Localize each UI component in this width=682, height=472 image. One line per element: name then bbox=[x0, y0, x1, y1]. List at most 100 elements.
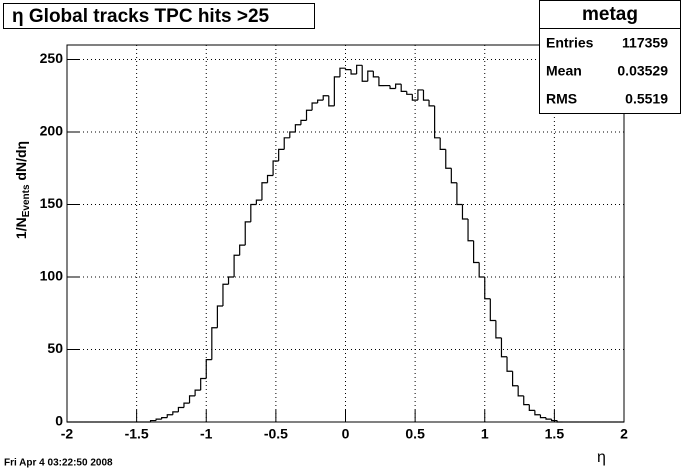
histogram-bin bbox=[506, 356, 513, 372]
histogram-bin bbox=[311, 102, 318, 111]
x-tick-label: 1 bbox=[481, 426, 489, 442]
histogram-bin bbox=[166, 414, 173, 418]
histogram-bin bbox=[216, 305, 223, 328]
histogram-bin bbox=[250, 203, 257, 222]
plot-frame bbox=[66, 44, 625, 423]
histogram-bin bbox=[512, 371, 519, 387]
histogram-bin bbox=[328, 95, 335, 107]
histogram-bin bbox=[439, 137, 446, 150]
histogram-bin bbox=[255, 199, 262, 205]
histogram-bin bbox=[305, 109, 313, 121]
histogram-bin bbox=[339, 67, 346, 77]
histogram-bin bbox=[188, 395, 196, 404]
histogram-bin bbox=[434, 105, 441, 139]
y-label-sub: Events bbox=[21, 184, 32, 217]
histogram-bin bbox=[428, 100, 435, 107]
histogram-bin bbox=[361, 65, 368, 82]
histogram-bin bbox=[495, 320, 502, 339]
histogram-bin bbox=[211, 327, 218, 360]
histogram-bin bbox=[194, 389, 201, 396]
histogram-bin bbox=[450, 168, 457, 184]
histogram-bin bbox=[489, 298, 496, 322]
histogram-bin bbox=[261, 182, 268, 201]
y-tick-label: 100 bbox=[40, 268, 64, 284]
histogram-bin bbox=[289, 131, 296, 138]
footer: Fri Apr 4 03:22:50 2008 bbox=[4, 458, 113, 469]
y-tick-label: 200 bbox=[40, 123, 64, 139]
histogram-bin bbox=[545, 417, 552, 420]
x-tick-label: 2 bbox=[620, 426, 628, 442]
histogram-bin bbox=[294, 124, 301, 132]
histogram-bin bbox=[367, 70, 374, 82]
histogram-bin bbox=[322, 95, 329, 101]
histogram-bin bbox=[266, 174, 274, 183]
histogram-bin bbox=[556, 420, 563, 423]
y-axis-label: 1/NEvents dN/dη bbox=[13, 141, 32, 239]
histogram-bin bbox=[278, 148, 285, 161]
stats-label: RMS bbox=[546, 91, 577, 107]
histogram-bin bbox=[283, 137, 290, 150]
histogram-bin bbox=[244, 221, 251, 246]
histogram-bin bbox=[239, 244, 246, 256]
stats-label: Mean bbox=[546, 63, 582, 79]
histogram-bin bbox=[395, 83, 402, 89]
histogram-bin bbox=[467, 219, 474, 242]
y-label-part: 1/N bbox=[13, 217, 29, 239]
y-tick-label: 250 bbox=[40, 50, 64, 66]
histogram-bin bbox=[500, 337, 508, 358]
x-tick-label: 0.5 bbox=[405, 426, 425, 442]
histogram-bin bbox=[317, 99, 324, 103]
plot-area: 0 50 100 150 200 250 -2 -1.5 -1 -0.5 0 0.5 1 1.5 2 bbox=[40, 44, 628, 442]
histogram-bin bbox=[333, 76, 340, 106]
histogram-bin bbox=[422, 89, 430, 101]
histogram-bin bbox=[183, 402, 190, 408]
title-box bbox=[3, 3, 315, 29]
x-tick-label: 1.5 bbox=[545, 426, 565, 442]
histogram-bin bbox=[344, 68, 352, 71]
y-tick-label: 0 bbox=[55, 413, 63, 429]
histogram-bin bbox=[411, 94, 418, 101]
histogram-bin bbox=[534, 410, 541, 416]
histogram-bin bbox=[445, 149, 452, 169]
x-tick-label: -1 bbox=[200, 426, 213, 442]
histogram-bin bbox=[356, 64, 363, 74]
histogram-bin bbox=[406, 91, 413, 95]
histogram-bin bbox=[484, 277, 491, 300]
histogram-bin bbox=[222, 283, 229, 306]
histogram-bin bbox=[372, 71, 379, 78]
histogram-bin bbox=[233, 254, 240, 277]
stats-title: metag bbox=[582, 4, 638, 25]
histogram-bin bbox=[389, 85, 396, 90]
histogram-bin bbox=[200, 377, 207, 391]
stats-box bbox=[539, 0, 681, 114]
stats-value: 0.03529 bbox=[617, 63, 668, 79]
histogram-bin bbox=[550, 419, 558, 422]
x-tick-label: -1.5 bbox=[125, 426, 149, 442]
x-tick-label: 0 bbox=[342, 426, 350, 442]
histogram-bin bbox=[172, 411, 179, 415]
histogram-bin bbox=[461, 204, 469, 220]
x-axis-label: η bbox=[597, 449, 606, 466]
histogram-bin bbox=[155, 418, 162, 421]
x-tick-label: -2 bbox=[61, 426, 74, 442]
histogram-bin bbox=[478, 262, 485, 278]
histogram-bin bbox=[417, 89, 424, 101]
histogram-bin bbox=[400, 84, 407, 92]
y-tick-label: 50 bbox=[47, 340, 63, 356]
histogram-bin bbox=[272, 160, 279, 176]
histogram-bin bbox=[517, 385, 524, 397]
histogram-bin bbox=[227, 276, 235, 285]
stats-value: 117359 bbox=[622, 35, 668, 51]
histogram-bin bbox=[177, 406, 184, 412]
x-tick-label: -0.5 bbox=[264, 426, 288, 442]
histogram-bin bbox=[539, 414, 547, 419]
histogram-bin bbox=[205, 359, 212, 379]
stats-label: Entries bbox=[546, 35, 594, 51]
histogram-bin bbox=[350, 69, 357, 75]
y-label-part: dN/dη bbox=[13, 141, 29, 185]
stats-value: 0.5519 bbox=[625, 91, 668, 107]
histogram-bin bbox=[523, 395, 530, 406]
histogram-bin bbox=[378, 76, 385, 87]
chart-title: η Global tracks TPC hits >25 bbox=[12, 6, 270, 27]
